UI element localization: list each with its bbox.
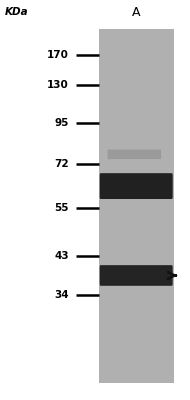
Text: 170: 170 — [47, 50, 69, 60]
Text: KDa: KDa — [5, 7, 28, 17]
Text: 130: 130 — [47, 80, 69, 90]
Text: 43: 43 — [54, 251, 69, 261]
FancyBboxPatch shape — [100, 265, 173, 286]
Text: 55: 55 — [54, 203, 69, 213]
FancyBboxPatch shape — [108, 150, 161, 159]
Bar — [99, 29, 174, 383]
Text: 95: 95 — [54, 118, 69, 128]
FancyBboxPatch shape — [100, 173, 173, 199]
Text: 34: 34 — [54, 290, 69, 300]
Text: A: A — [132, 6, 140, 19]
Text: 72: 72 — [54, 159, 69, 169]
